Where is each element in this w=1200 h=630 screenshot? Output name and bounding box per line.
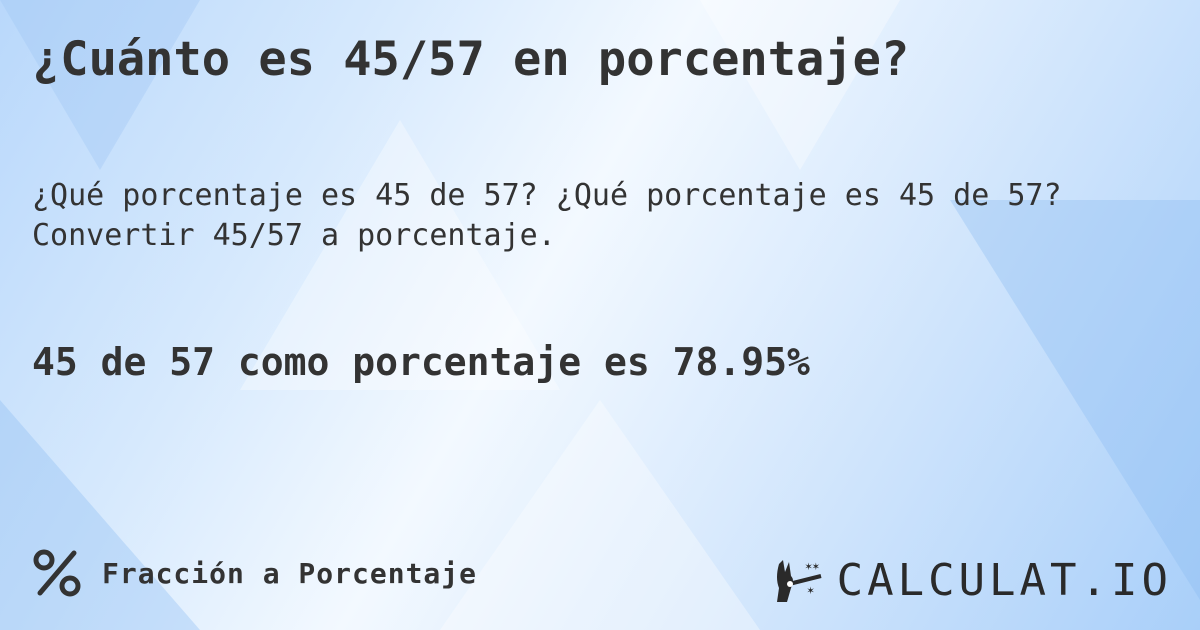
svg-text:✶: ✶ [807, 583, 814, 597]
page-title: ¿Cuánto es 45/57 en porcentaje? [32, 32, 910, 87]
description: ¿Qué porcentaje es 45 de 57? ¿Qué porcen… [32, 178, 1062, 253]
calculat-logo[interactable]: ✶✶ ✶ CALCULAT.IO [775, 555, 1172, 606]
footer-category: Fracción a Porcentaje [32, 548, 477, 598]
magic-hand-icon: ✶✶ ✶ [776, 559, 822, 602]
category-label: Fracción a Porcentaje [102, 556, 478, 590]
svg-text:✶✶: ✶✶ [805, 559, 819, 573]
result-text: 45 de 57 como porcentaje es 78.95% [32, 340, 810, 384]
logo-text: CALCULAT.IO [836, 555, 1172, 606]
percent-icon [33, 549, 81, 597]
